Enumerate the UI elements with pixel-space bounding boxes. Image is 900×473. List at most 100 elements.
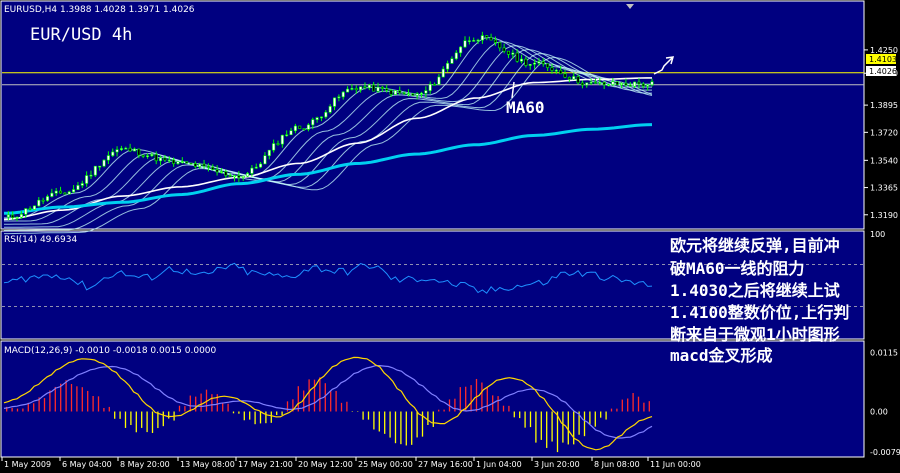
candle-body <box>146 155 150 157</box>
time-tick-label: 1 May 2009 <box>4 460 51 469</box>
candle-body <box>376 86 380 92</box>
candle-body <box>554 69 558 72</box>
candle-body <box>459 46 463 54</box>
candle-body <box>298 125 302 129</box>
candle-body <box>559 69 563 75</box>
candle-body <box>19 214 23 218</box>
candle-body <box>219 171 223 173</box>
macd-title: MACD(12,26,9) -0.0010 -0.0018 0.0015 0.0… <box>4 346 217 356</box>
candle-body <box>498 42 502 49</box>
candle-body <box>276 143 280 145</box>
candle-body <box>280 134 284 145</box>
candle-body <box>341 91 345 98</box>
time-tick-label: 25 May 00:00 <box>358 460 413 469</box>
candle-body <box>11 214 15 218</box>
candle-body <box>637 81 641 85</box>
time-tick-label: 8 May 20:00 <box>120 460 170 469</box>
candle-body <box>624 82 628 86</box>
candle-body <box>15 216 19 219</box>
time-tick-label: 17 May 21:00 <box>238 460 293 469</box>
candle-body <box>237 175 241 178</box>
candle-body <box>580 82 584 86</box>
candle-body <box>141 154 145 157</box>
candle-body <box>106 155 110 161</box>
candle-body <box>541 61 545 65</box>
ma60-pointer <box>511 81 515 99</box>
candle-body <box>354 88 358 91</box>
candle-body <box>93 165 97 176</box>
candle-body <box>628 84 632 87</box>
candle-body <box>537 61 541 64</box>
current-price-tag <box>866 66 896 76</box>
rsi-plot: 100 <box>2 230 885 307</box>
candle-body <box>172 159 176 164</box>
rsi-title: RSI(14) 49.6934 <box>4 235 77 245</box>
candle-body <box>137 148 141 156</box>
candle-body <box>228 175 232 178</box>
candle-body <box>450 58 454 64</box>
candle-body <box>446 63 450 70</box>
candle-body <box>528 63 532 66</box>
analysis-note-line: 欧元将继续反弹,目前冲 <box>670 236 840 255</box>
trend-arrow-head <box>665 56 675 65</box>
candle-body <box>319 116 323 119</box>
ma60-line <box>3 77 652 221</box>
candle-body <box>611 81 615 86</box>
long-ma-line <box>3 123 653 215</box>
price-tick-label: 1.3540 <box>870 156 898 165</box>
candle-body <box>163 157 167 161</box>
candle-body <box>263 155 267 165</box>
candle-body <box>32 205 36 210</box>
candle-body <box>546 63 550 68</box>
candle-body <box>650 81 654 86</box>
candle-body <box>111 151 115 156</box>
time-tick-label: 20 May 12:00 <box>298 460 353 469</box>
candle-body <box>411 93 415 96</box>
time-tick-label: 8 Jun 08:00 <box>594 460 640 469</box>
time-tick-label: 27 May 16:00 <box>418 460 473 469</box>
candle-body <box>285 134 289 137</box>
candle-body <box>54 190 58 194</box>
macd-panel[interactable] <box>0 340 865 458</box>
candle-body <box>576 76 580 84</box>
trend-arrow-icon <box>653 57 673 75</box>
candle-body <box>463 40 467 48</box>
chart-shift-marker[interactable] <box>626 4 634 9</box>
symbol-label: EUR/USD 4h <box>30 25 132 45</box>
candle-body <box>454 52 458 60</box>
candle-body <box>250 167 254 174</box>
rsi-panel[interactable] <box>0 230 865 340</box>
candle-body <box>346 88 350 93</box>
macd-tick-label: -0.0079 <box>870 448 900 457</box>
candle-body <box>506 50 510 55</box>
rsi-line <box>3 262 653 294</box>
candle-body <box>385 88 389 91</box>
candle-body <box>63 192 67 195</box>
candle-body <box>493 39 497 43</box>
candle-body <box>241 175 245 178</box>
candle-body <box>437 76 441 85</box>
macd-plot: 0.0115 0.00 -0.0079 <box>3 349 900 457</box>
candle-body <box>41 199 45 202</box>
candle-body <box>224 171 228 176</box>
candle-body <box>185 161 189 164</box>
candle-body <box>641 83 645 87</box>
candle-body <box>515 52 519 62</box>
candle-body <box>124 147 128 150</box>
candle-body <box>406 93 410 95</box>
candle-body <box>6 214 10 218</box>
candle-body <box>533 62 537 65</box>
candle-body <box>489 37 493 41</box>
candle-body <box>402 92 406 95</box>
candle-body <box>367 84 371 89</box>
candle-body <box>433 83 437 86</box>
candle-body <box>167 159 171 162</box>
price-tick-label: 1.3190 <box>870 211 898 220</box>
candle-body <box>633 81 637 87</box>
candle-body <box>420 92 424 95</box>
candle-body <box>272 143 276 151</box>
candle-body <box>154 154 158 162</box>
macd-signal-line <box>3 364 653 439</box>
resistance-price-tag <box>866 54 896 64</box>
ma-ribbon-line <box>4 56 653 235</box>
